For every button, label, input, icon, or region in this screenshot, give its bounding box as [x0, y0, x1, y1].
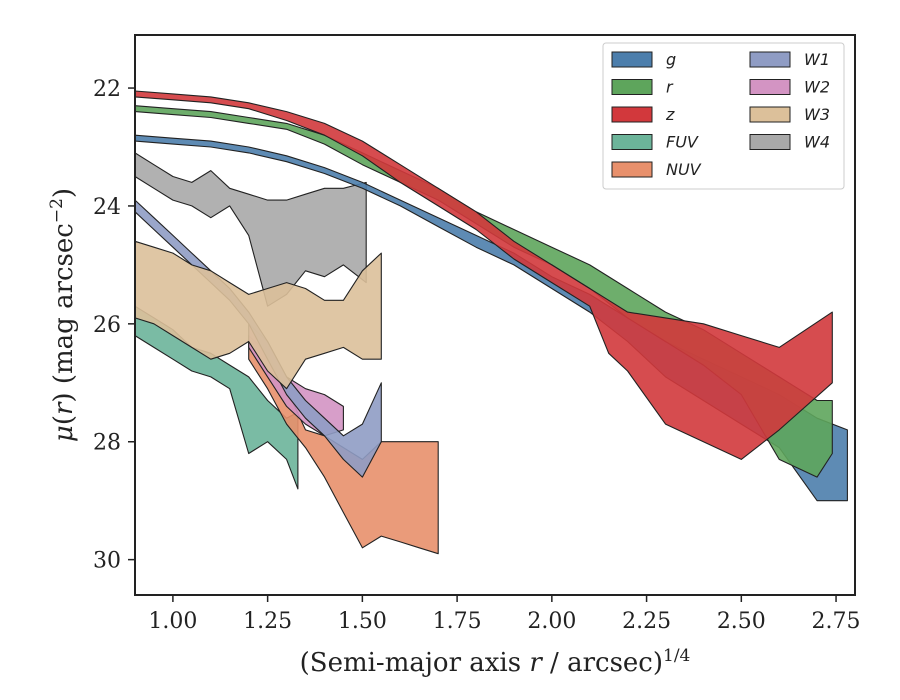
legend-swatch-z	[611, 106, 653, 123]
band-nuv	[248, 335, 439, 555]
x-tick-label: 1.75	[433, 609, 482, 634]
x-tick-label: 2.75	[812, 609, 861, 634]
legend-swatch-w2	[749, 79, 791, 95]
band-z	[134, 90, 833, 460]
legend-label-w4: W4	[804, 133, 830, 152]
legend-swatch-g	[611, 51, 653, 68]
legend-swatch-fuv	[611, 134, 653, 150]
x-axis-title-sup: 1/4	[663, 646, 690, 666]
x-tick-label: 2.50	[717, 609, 766, 634]
legend-label-g: g	[666, 50, 676, 69]
x-axis-title-var: r	[529, 648, 543, 678]
y-axis-title-sup: −2	[47, 198, 67, 223]
legend-label-w2: W2	[804, 78, 830, 97]
x-tick-label: 1.50	[338, 609, 387, 634]
legend-label-w1: W1	[804, 50, 830, 69]
y-axis-title: μ(r) (mag arcsec−2)	[47, 188, 79, 442]
band-g	[134, 134, 848, 502]
legend-label-nuv: NUV	[666, 160, 702, 179]
legend-swatch-w1	[749, 51, 791, 68]
y-tick-label: 24	[93, 195, 121, 220]
x-tick-label: 1.00	[148, 609, 197, 634]
x-tick-label: 2.00	[527, 609, 576, 634]
y-axis-title-open: (	[49, 415, 79, 425]
y-tick-label: 28	[93, 431, 121, 456]
legend-swatch-r	[611, 79, 653, 95]
legend-swatch-w4	[749, 134, 791, 150]
legend-swatch-nuv	[611, 161, 653, 178]
y-axis-title-close: )	[49, 392, 79, 402]
x-tick-label: 2.25	[622, 609, 671, 634]
bands-layer	[134, 90, 848, 555]
y-axis-title-end: )	[49, 188, 79, 198]
plot-frame	[134, 34, 856, 596]
legend-label-w3: W3	[804, 105, 830, 124]
y-axis: 22 24 26 28 30	[93, 77, 135, 574]
band-w3	[134, 240, 382, 390]
x-axis: 1.00 1.25 1.50 1.75 2.00 2.25 2.50 2.75	[148, 595, 861, 634]
legend: grz FUV NUV W1 W2 W3 W4	[602, 42, 845, 190]
x-axis-title: (Semi-major axis r / arcsec)1/4	[300, 646, 691, 678]
y-tick-label: 26	[93, 313, 121, 338]
y-tick-label: 30	[93, 549, 121, 574]
x-axis-title-prefix: (Semi-major axis	[300, 648, 530, 678]
y-axis-title-mu: μ	[49, 425, 79, 442]
legend-label-r: r	[666, 78, 674, 97]
y-tick-label: 22	[93, 77, 121, 102]
y-axis-title-units: (mag arcsec	[49, 223, 79, 392]
x-tick-label: 1.25	[243, 609, 292, 634]
legend-label-z: z	[665, 105, 675, 124]
legend-label-fuv: FUV	[666, 133, 699, 152]
x-axis-title-mid: / arcsec)	[542, 648, 663, 678]
legend-swatch-w3	[749, 106, 791, 123]
y-axis-title-var: r	[49, 401, 79, 415]
